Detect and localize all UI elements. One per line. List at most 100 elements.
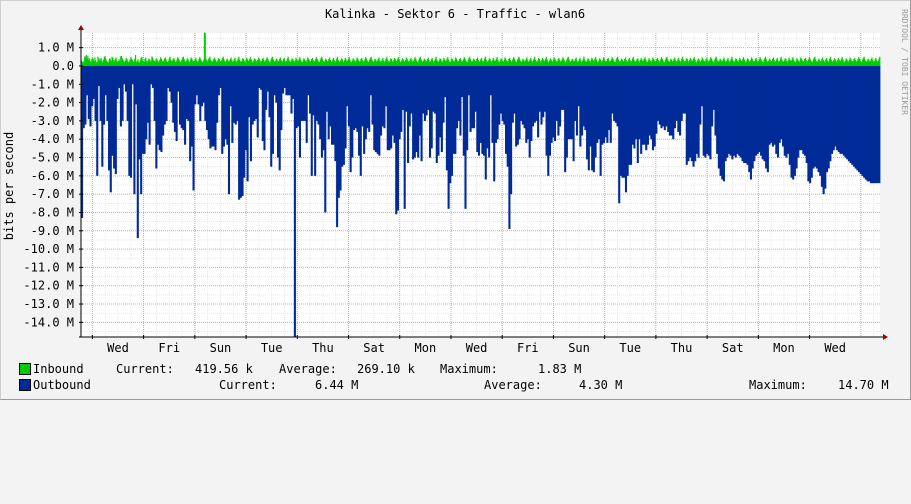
outbound-bar [736, 65, 739, 154]
inbound-bar [574, 59, 576, 66]
outbound-bar [229, 65, 232, 107]
outbound-bar [795, 65, 798, 169]
inbound-bar [820, 60, 822, 66]
inbound-bar [113, 60, 115, 66]
inbound-bar [282, 61, 284, 66]
inbound-bar [849, 57, 851, 66]
inbound-bar [786, 62, 789, 66]
inbound-bar [529, 59, 531, 66]
inbound-bar [490, 60, 492, 66]
inbound-bar [612, 58, 614, 66]
inbound-bar [264, 60, 267, 66]
inbound-bar [653, 58, 655, 66]
inbound-bar [828, 60, 830, 66]
inbound-bar [875, 57, 877, 66]
inbound-bar [787, 60, 789, 66]
outbound-bar [430, 65, 433, 149]
outbound-bar [753, 65, 756, 162]
inbound-bar [864, 59, 866, 66]
inbound-bar [486, 61, 488, 66]
outbound-bar [597, 65, 600, 140]
outbound-bar [143, 65, 146, 154]
outbound-bar [109, 65, 112, 193]
inbound-bar [387, 61, 389, 66]
inbound-bar [241, 60, 243, 66]
outbound-bar [695, 65, 698, 154]
inbound-bar [565, 62, 567, 66]
x-tick-labels: Wed Fri Sun Tue Thu Sat Mon Wed Fri Sun Tue Thu Sat M… [107, 341, 846, 355]
inbound-bar [822, 57, 824, 66]
inbound-bar [450, 60, 452, 66]
outbound-bar [108, 65, 111, 171]
inbound-bar [761, 61, 764, 66]
outbound-bar [238, 65, 241, 200]
inbound-bar [218, 59, 220, 66]
inbound-bar [829, 56, 832, 66]
inbound-bar [522, 58, 524, 66]
inbound-bar [727, 57, 729, 66]
inbound-bar [460, 60, 462, 66]
inbound-bar [745, 62, 747, 66]
inbound-bar [87, 55, 89, 66]
outbound-bar [271, 65, 274, 154]
outbound-bar [187, 65, 190, 121]
outbound-bar [283, 65, 286, 88]
inbound-bar [586, 60, 588, 66]
outbound-bar [670, 65, 673, 136]
inbound-bar [149, 61, 152, 66]
inbound-bar [338, 61, 340, 66]
inbound-bar [564, 61, 566, 66]
inbound-bar [229, 59, 231, 66]
outbound-bar [608, 65, 611, 131]
inbound-bar [521, 60, 523, 66]
inbound-bar [566, 59, 568, 66]
outbound-bar [396, 65, 399, 211]
inbound-bar [656, 57, 659, 66]
inbound-bar [474, 61, 476, 66]
outbound-bar [197, 65, 200, 105]
inbound-bar [735, 58, 737, 66]
inbound-bar [380, 61, 382, 66]
inbound-bar [301, 62, 303, 66]
inbound-bar [300, 59, 302, 66]
outbound-bar [182, 65, 185, 131]
inbound-bar [657, 60, 659, 66]
inbound-bar [88, 58, 91, 66]
inbound-bar [867, 58, 869, 66]
y-tick-label: -5.0 M [31, 151, 74, 165]
inbound-bar [802, 61, 804, 66]
inbound-bar [264, 61, 266, 66]
inbound-bar [637, 59, 639, 66]
outbound-bar [303, 65, 307, 121]
inbound-bar [163, 60, 165, 66]
inbound-bar [646, 61, 648, 66]
outbound-bar [559, 65, 562, 127]
inbound-bar [357, 58, 359, 66]
outbound-bar [629, 65, 633, 165]
inbound-bar [129, 59, 131, 66]
outbound-bar [300, 65, 303, 121]
inbound-bar [662, 60, 664, 66]
inbound-bar [862, 57, 864, 66]
inbound-bar [319, 59, 321, 66]
inbound-bar [804, 59, 806, 66]
inbound-bar [156, 58, 158, 66]
inbound-bar [250, 59, 252, 66]
outbound-bar [499, 65, 503, 114]
outbound-bar [101, 65, 104, 167]
inbound-bar [523, 61, 526, 66]
outbound-bar [871, 65, 874, 184]
x-tick-label: Sat [363, 341, 385, 355]
inbound-bar [836, 62, 838, 66]
outbound-bar [129, 65, 133, 178]
inbound-bar [83, 61, 85, 66]
outbound-bar [363, 65, 366, 154]
inbound-bar [755, 57, 757, 66]
inbound-bar [261, 59, 263, 66]
outbound-bar [212, 65, 215, 147]
inbound-bar [176, 59, 178, 66]
outbound-current-label: Current: [219, 378, 277, 392]
inbound-bar [702, 58, 704, 66]
outbound-bar [456, 65, 459, 129]
outbound-bar [810, 65, 813, 178]
